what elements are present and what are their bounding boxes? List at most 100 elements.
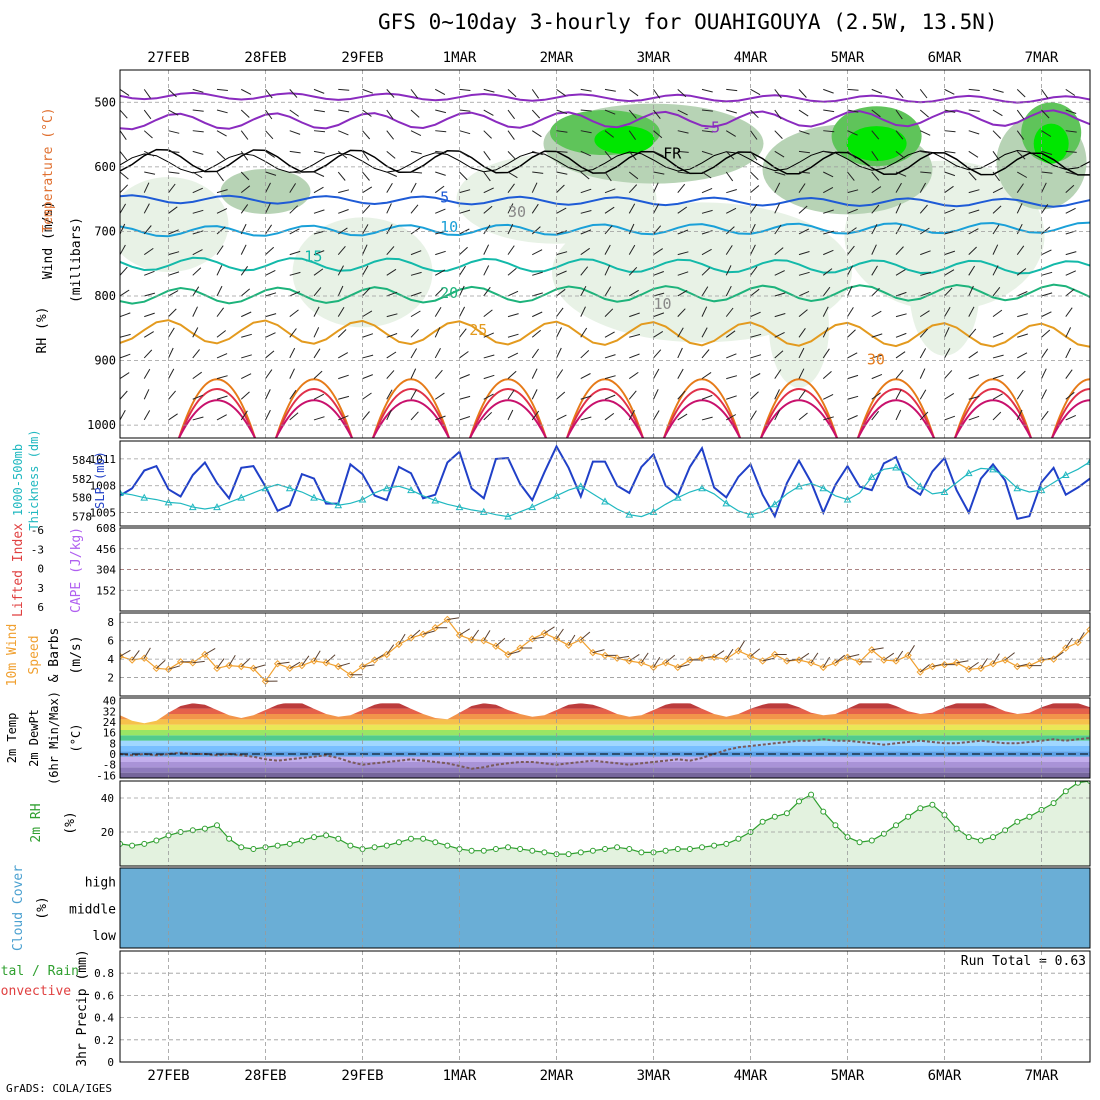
- wind-barb: [798, 171, 810, 174]
- wind-barb: [701, 394, 713, 400]
- wind-barb: [871, 354, 883, 359]
- wind-barb: [968, 415, 980, 421]
- wind-speed-point: [516, 644, 524, 652]
- wind-barb: [701, 371, 712, 380]
- wind-speed-point: [892, 657, 900, 665]
- wind-barb: [435, 150, 447, 154]
- wind-barb: [580, 373, 591, 380]
- wind-barb: [847, 374, 859, 380]
- wind-barb: [847, 109, 859, 113]
- rh-point: [953, 825, 960, 832]
- wind-barb: [726, 414, 737, 421]
- rh-point: [759, 818, 766, 825]
- wind-barb: [337, 329, 347, 338]
- wind-barb: [944, 171, 956, 177]
- wind-barb: [483, 187, 494, 194]
- wind-barb: [289, 389, 297, 400]
- wind-barb: [495, 637, 506, 647]
- wind-barb: [1041, 204, 1049, 214]
- wind-barb: [168, 251, 180, 256]
- wind-barb: [580, 188, 592, 194]
- wind-barb: [919, 89, 928, 99]
- x-tick-label-bottom: 3MAR: [637, 1068, 671, 1084]
- temperature-contour: [120, 194, 1090, 208]
- rh-point: [868, 837, 875, 844]
- wind-barb: [435, 88, 446, 96]
- wind-barb: [459, 189, 471, 194]
- wind-barb: [338, 189, 350, 194]
- wind-barb: [677, 206, 688, 214]
- humidity-area: [846, 126, 907, 162]
- temperature-contour: [857, 399, 935, 438]
- wind-barb: [604, 412, 615, 421]
- wind-barb: [640, 652, 649, 664]
- wind-barb: [531, 109, 541, 119]
- axis-title: (millibars): [69, 217, 84, 303]
- wind-barb: [483, 265, 490, 276]
- wind-barb: [701, 286, 709, 297]
- wind-barb: [410, 629, 421, 639]
- x-tick-label-top: 4MAR: [734, 50, 768, 66]
- wind-barb: [362, 392, 372, 400]
- axis-title: (%): [63, 811, 78, 834]
- wind-barb: [531, 410, 540, 421]
- temperature-contour: [857, 388, 935, 438]
- cloud-level-label: middle: [69, 902, 116, 917]
- wind-barb: [871, 130, 880, 140]
- y-tick-label: 608: [96, 522, 116, 535]
- wind-barb: [726, 109, 737, 114]
- wind-barb: [992, 244, 999, 255]
- wind-barb: [386, 89, 395, 98]
- wind-barb: [240, 658, 251, 667]
- axis-title: 2m Temp: [5, 713, 19, 764]
- thickness-point: [431, 496, 440, 504]
- rh-point: [420, 835, 427, 842]
- y-tick-label: 800: [94, 289, 116, 303]
- wind-barb: [410, 227, 421, 235]
- wind-barb: [725, 245, 733, 255]
- wind-barb: [871, 244, 877, 255]
- wind-barb: [629, 312, 640, 318]
- wind-barb: [653, 349, 662, 359]
- wind-barb: [580, 229, 592, 235]
- wind-barb: [386, 370, 395, 379]
- rh-point: [311, 834, 317, 841]
- wind-barb: [410, 310, 421, 318]
- wind-barb: [677, 390, 686, 400]
- rh-point: [1074, 781, 1081, 786]
- wind-barb: [459, 628, 470, 636]
- wind-barb: [725, 150, 735, 160]
- wind-barb: [1089, 212, 1090, 214]
- y-tick-label: 16: [103, 727, 116, 740]
- thickness-point: [625, 510, 634, 518]
- wind-barb: [289, 228, 300, 235]
- wind-speed-point: [771, 650, 779, 659]
- wind-barb: [919, 328, 928, 338]
- wind-barb: [677, 368, 684, 379]
- contour-label: -5: [702, 119, 720, 137]
- y-tick-label: 32: [103, 705, 116, 718]
- wind-barb: [338, 109, 350, 113]
- wind-barb: [338, 415, 349, 421]
- wind-barb: [313, 370, 323, 379]
- wind-barb: [435, 415, 446, 421]
- rh-point: [274, 842, 281, 849]
- y-tick-label: -16: [96, 769, 116, 782]
- wind-barb: [531, 389, 538, 400]
- wind-barb: [410, 411, 419, 421]
- thickness-point: [601, 497, 609, 505]
- slp_thickness-layer: [120, 444, 1090, 520]
- wind-barb: [338, 395, 350, 400]
- wind-barb: [434, 185, 445, 194]
- wind-barb: [604, 225, 613, 235]
- contour-label: 5: [440, 188, 449, 206]
- wind-barb: [604, 265, 611, 276]
- wind-barb: [459, 285, 465, 297]
- wind-barb: [750, 391, 759, 400]
- wind-barb: [980, 658, 988, 669]
- wind-barb: [265, 332, 276, 338]
- wind-barb: [265, 89, 273, 99]
- wind-barb: [968, 246, 977, 256]
- wind-barb: [216, 109, 228, 114]
- wind-barb: [895, 332, 907, 338]
